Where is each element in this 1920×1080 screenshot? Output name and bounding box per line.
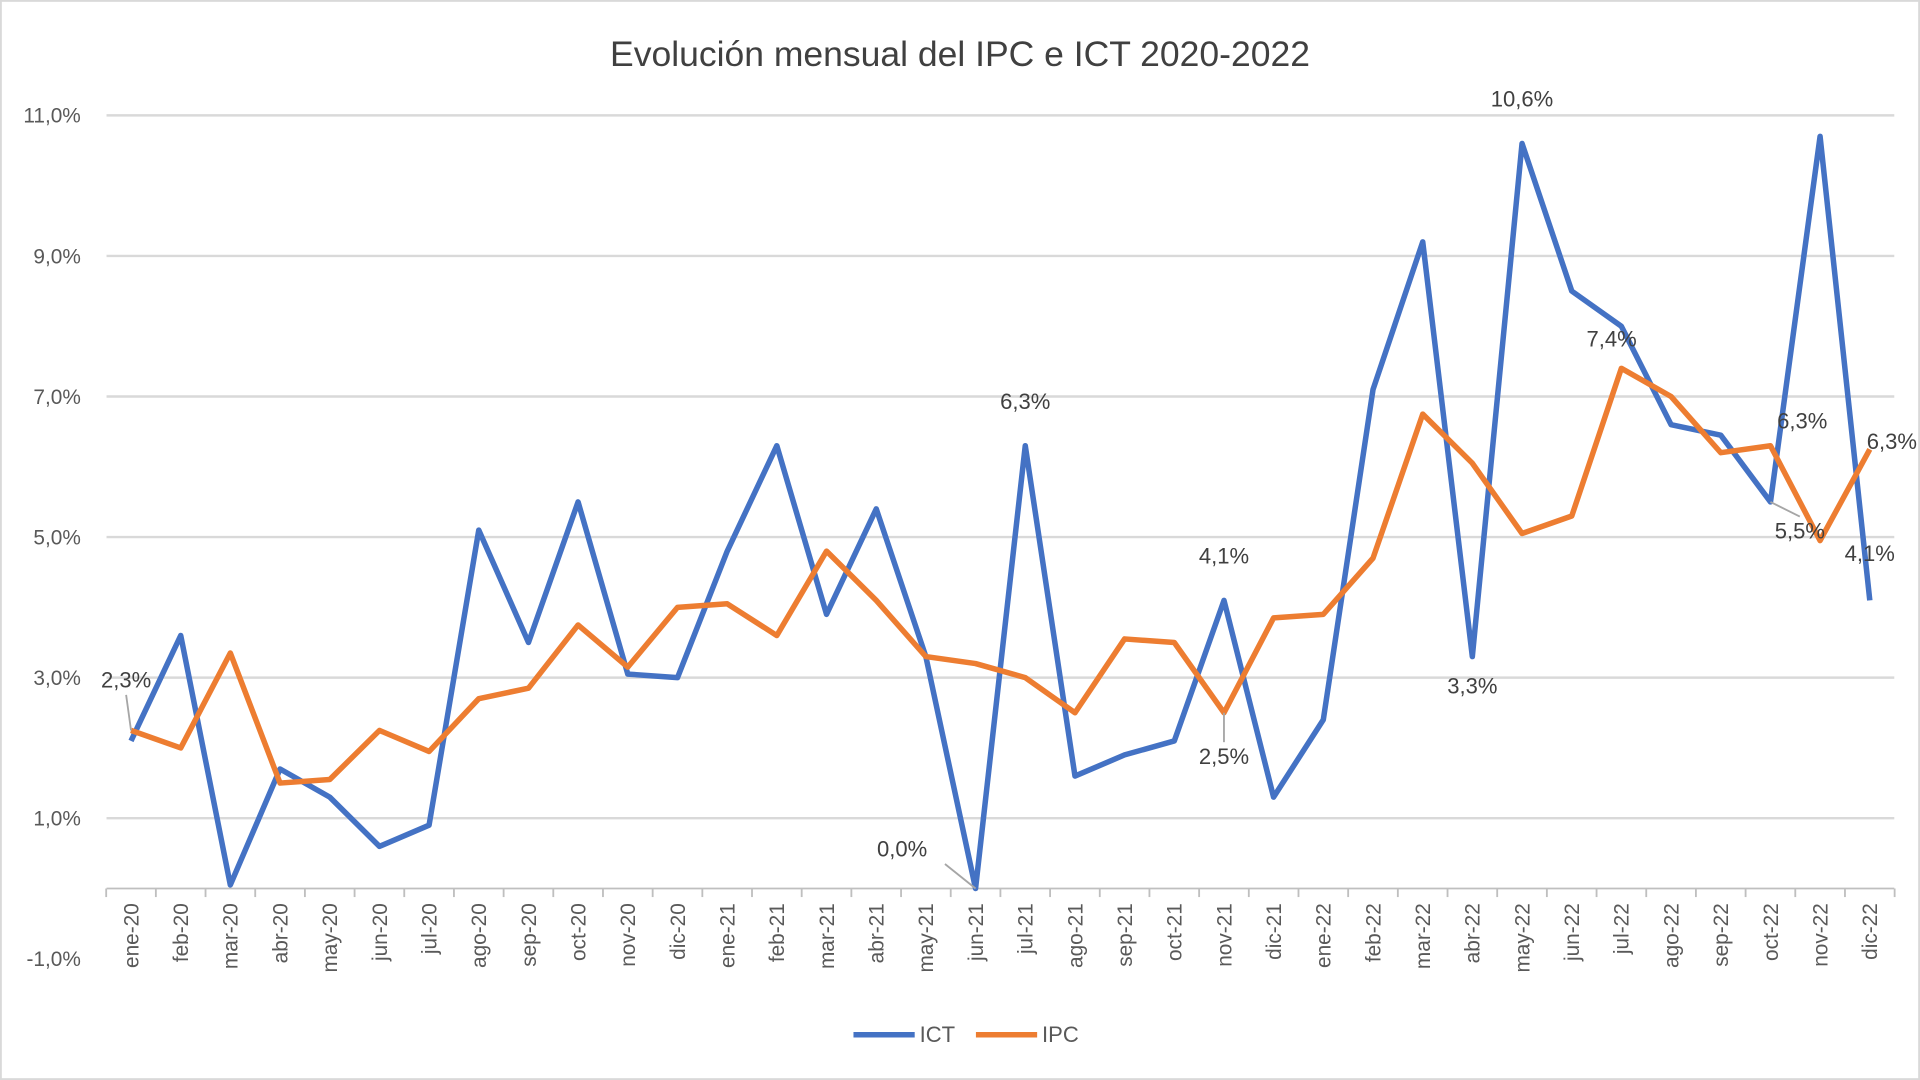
x-tick-label: jun-20 [369,903,392,962]
x-tick-label: may-20 [319,903,342,972]
y-tick-label: 7,0% [33,386,80,409]
y-tick-label: 3,0% [33,667,80,690]
x-tick-label: dic-20 [667,903,690,960]
x-tick-label: jul-20 [418,903,441,955]
x-tick-label: sep-21 [1114,903,1137,967]
series-line-ipc [130,365,1873,786]
y-tick-label: 5,0% [33,526,80,549]
x-tick-label: nov-22 [1809,903,1832,967]
x-tick-label: jun-21 [965,903,988,962]
x-tick-label: sep-22 [1710,903,1733,967]
y-tick-label: 1,0% [33,808,80,831]
x-tick-label: may-21 [915,903,938,972]
x-tick-label: jul-21 [1015,903,1038,955]
label-leader-line [1770,501,1801,518]
chart-title: Evolución mensual del IPC e ICT 2020-202… [610,34,1310,74]
x-tick-label: oct-20 [567,903,590,961]
x-tick-label: may-22 [1511,903,1534,972]
x-tick-label: dic-21 [1263,903,1286,960]
x-tick-label: abr-20 [269,903,292,963]
legend: ICT IPC [853,1022,1079,1047]
x-tick-label: mar-20 [220,903,243,969]
data-label: 7,4% [1586,326,1636,351]
data-label: 6,3% [1000,389,1050,414]
y-tick-label: 9,0% [33,245,80,268]
x-tick-label: abr-22 [1462,903,1485,963]
x-tick-label: jul-22 [1611,903,1634,955]
x-tick-label: nov-20 [617,903,640,967]
x-tick-label: oct-22 [1760,903,1783,961]
x-tick-label: mar-21 [816,903,839,969]
data-label: 3,3% [1447,673,1497,698]
x-tick-label: sep-20 [518,903,541,967]
y-tick-label: 11,0% [23,105,80,128]
x-tick-label: jun-22 [1561,903,1584,962]
data-label: 4,1% [1199,544,1249,569]
label-leader-line [944,863,977,890]
x-tick-label: dic-22 [1859,903,1882,960]
x-tick-label: ene-20 [120,903,143,968]
data-label: 6,3% [1867,429,1917,454]
data-label: 6,3% [1777,409,1827,434]
x-tick-label: ene-21 [717,903,740,968]
x-tick-label: feb-22 [1362,903,1385,962]
data-label: 2,3% [101,667,151,692]
x-tick-label: nov-21 [1213,903,1236,967]
legend-label: ICT [920,1022,955,1047]
data-label: 10,6% [1491,87,1553,112]
legend-label: IPC [1042,1022,1079,1047]
x-tick-label: abr-21 [866,903,889,963]
data-label: 2,5% [1199,744,1249,769]
x-tick-label: feb-20 [170,903,193,962]
data-label: 5,5% [1775,519,1825,544]
x-tick-label: ago-21 [1064,903,1087,968]
x-tick-label: oct-21 [1164,903,1187,961]
x-tick-label: ene-22 [1313,903,1336,968]
x-tick-label: feb-21 [766,903,789,962]
label-leader-line [125,694,132,731]
data-label: 4,1% [1845,541,1895,566]
x-tick-label: ago-22 [1660,903,1683,968]
y-tick-label: -1,0% [26,948,80,971]
data-label: 0,0% [877,837,927,862]
x-tick-label: mar-22 [1412,903,1435,969]
x-tick-label: ago-20 [468,903,491,968]
series-line-ict [128,133,1873,892]
